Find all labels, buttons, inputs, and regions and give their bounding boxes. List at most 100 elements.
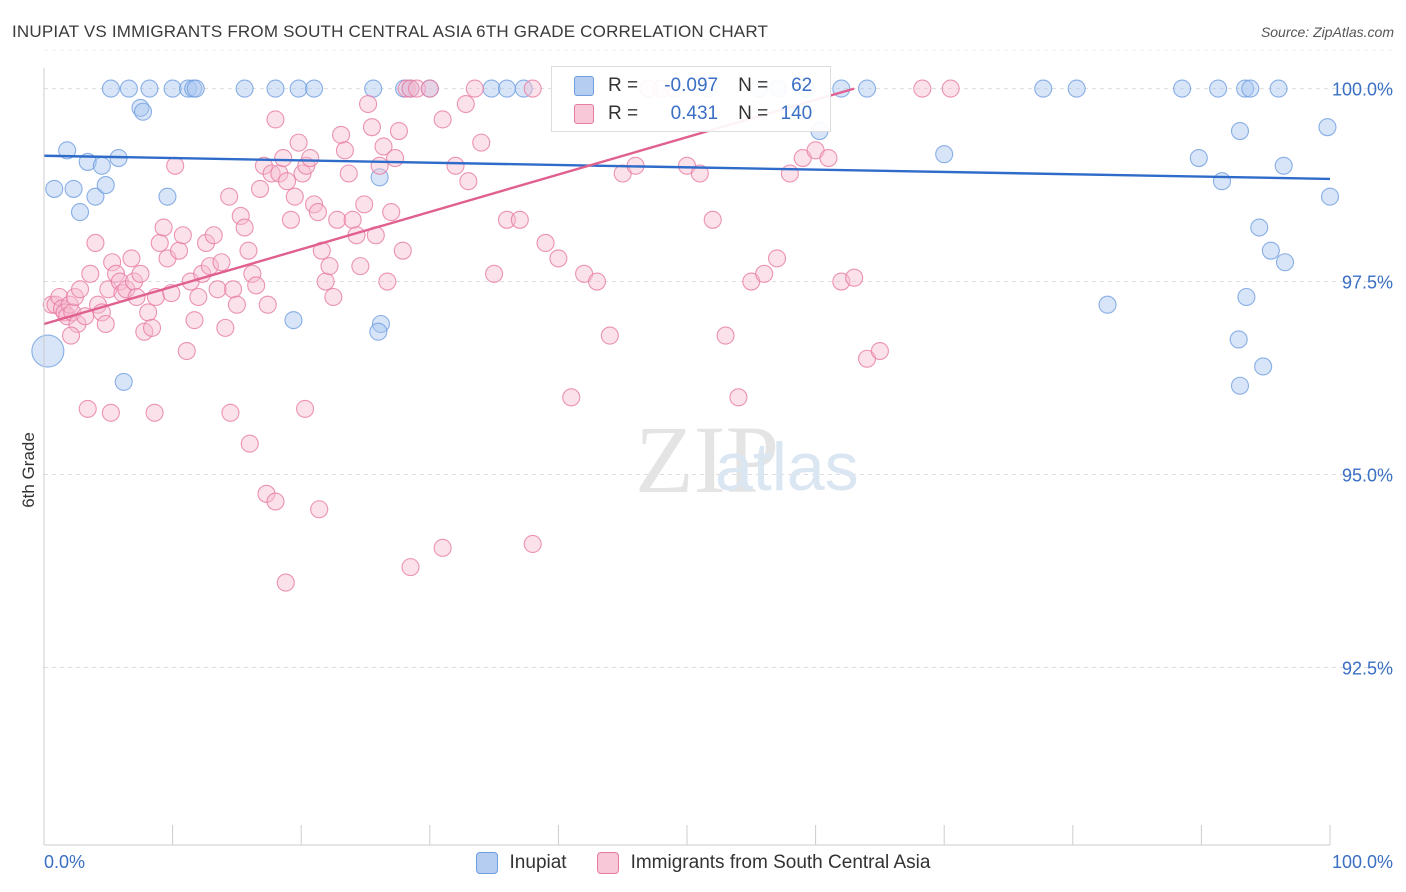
inupiat-point — [1320, 187, 1340, 206]
legend-row-immigrants: R = 0.431 N = 140 — [574, 100, 812, 128]
immigrant-point — [339, 164, 358, 183]
immigrant-point — [250, 179, 270, 198]
immigrant-point — [142, 318, 162, 337]
inupiat-point — [58, 141, 77, 160]
inupiat-point — [1275, 253, 1295, 272]
immigrant-point — [145, 403, 164, 422]
watermark-zip: ZIP — [635, 406, 779, 513]
immigrant-point — [78, 399, 97, 418]
immigrant-point — [173, 226, 192, 245]
immigrant-point — [536, 233, 555, 253]
immigrant-point — [335, 141, 354, 160]
inupiat-point — [1236, 79, 1255, 98]
inupiat-point — [1189, 149, 1208, 168]
legend-item-inupiat: Inupiat — [475, 852, 567, 874]
immigrant-point — [729, 388, 748, 407]
immigrant-point — [81, 264, 100, 283]
immigrant-point — [755, 264, 774, 283]
immigrant-point — [703, 210, 722, 229]
immigrant-point — [223, 280, 243, 299]
immigrant-point — [362, 118, 381, 137]
immigrant-point — [690, 164, 709, 183]
inupiat-point — [1229, 330, 1248, 349]
immigrant-point — [301, 149, 320, 168]
immigrant-point — [523, 79, 542, 98]
immigrant-point — [270, 164, 289, 183]
inupiat-point — [186, 79, 205, 98]
immigrant-point — [281, 210, 300, 229]
immigrant-point — [139, 303, 158, 322]
immigrant-point — [221, 403, 240, 422]
immigrant-point — [212, 253, 231, 272]
immigrant-point — [382, 203, 401, 222]
immigrant-point — [446, 156, 465, 175]
legend-series-name: Immigrants from South Central Asia — [630, 852, 931, 873]
watermark: ZIP atlas — [635, 406, 859, 513]
immigrant-point — [154, 218, 173, 237]
immigrant-point — [324, 287, 343, 307]
immigrant-point — [389, 121, 408, 141]
inupiat-point — [1250, 218, 1269, 237]
legend-r-value: 0.431 — [670, 103, 719, 124]
immigrant-point — [117, 280, 136, 299]
legend-swatch-immigrants — [596, 852, 619, 874]
immigrant-point — [510, 210, 529, 229]
immigrant-point — [332, 125, 351, 144]
inupiat-point — [1212, 172, 1232, 191]
legend-n-label: N = — [738, 103, 769, 124]
immigrant-point — [316, 272, 335, 291]
immigrant-point — [247, 276, 266, 295]
immigrant-point — [386, 149, 405, 168]
immigrant-point — [587, 272, 607, 291]
immigrant-point — [359, 94, 378, 114]
immigrant-point — [393, 241, 412, 260]
inupiat-point — [133, 102, 153, 121]
inupiat-point — [266, 79, 285, 98]
legend-n-value: 140 — [780, 103, 813, 124]
inupiat-point — [935, 145, 954, 164]
immigrant-point — [523, 534, 542, 554]
legend-item-immigrants: Immigrants from South Central Asia — [596, 852, 931, 874]
inupiat-point — [158, 187, 177, 206]
inupiat-point — [235, 79, 254, 98]
inupiat-point — [1261, 241, 1280, 260]
y-tick-label: 95.0% — [1342, 466, 1393, 486]
inupiat-point — [101, 79, 120, 98]
legend-n-value: 62 — [791, 75, 813, 96]
immigrant-point — [266, 110, 285, 129]
immigrant-point — [266, 492, 285, 511]
inupiat-point — [45, 179, 64, 198]
chart-source: Source: ZipAtlas.com — [1260, 24, 1394, 40]
x-tick-label-max: 100.0% — [1332, 852, 1393, 872]
immigrant-point — [276, 573, 295, 592]
inupiat-point — [1067, 79, 1086, 98]
immigrant-point — [285, 187, 304, 206]
immigrant-point — [258, 295, 277, 314]
immigrant-point — [465, 79, 484, 98]
immigrant-point — [374, 137, 393, 156]
immigrant-point — [254, 156, 273, 175]
immigrant-point — [166, 156, 185, 175]
immigrant-point — [401, 79, 420, 98]
inupiat-point — [119, 79, 138, 98]
x-tick-label-min: 0.0% — [44, 852, 85, 872]
immigrant-point — [401, 558, 420, 577]
legend-n-label: N = — [738, 75, 769, 96]
grid-lines — [44, 49, 1393, 668]
inupiat-trend-line — [43, 154, 1331, 181]
inupiat-point — [1274, 156, 1293, 175]
inupiat-point — [163, 79, 182, 98]
immigrant-point — [185, 311, 204, 330]
inupiat-point — [289, 79, 308, 98]
legend-row-inupiat: R = -0.097 N = 62 — [574, 72, 812, 100]
immigrant-point — [61, 326, 81, 345]
immigrant-point — [278, 172, 297, 191]
legend-r-label: R = — [608, 75, 639, 96]
inupiat-point — [369, 322, 388, 341]
inupiat-point — [1254, 357, 1273, 376]
immigrant-point — [370, 156, 389, 175]
immigrant-point — [208, 280, 227, 299]
immigrant-point — [472, 133, 491, 152]
legend-swatch-inupiat — [574, 76, 594, 96]
inupiat-point — [64, 179, 83, 198]
